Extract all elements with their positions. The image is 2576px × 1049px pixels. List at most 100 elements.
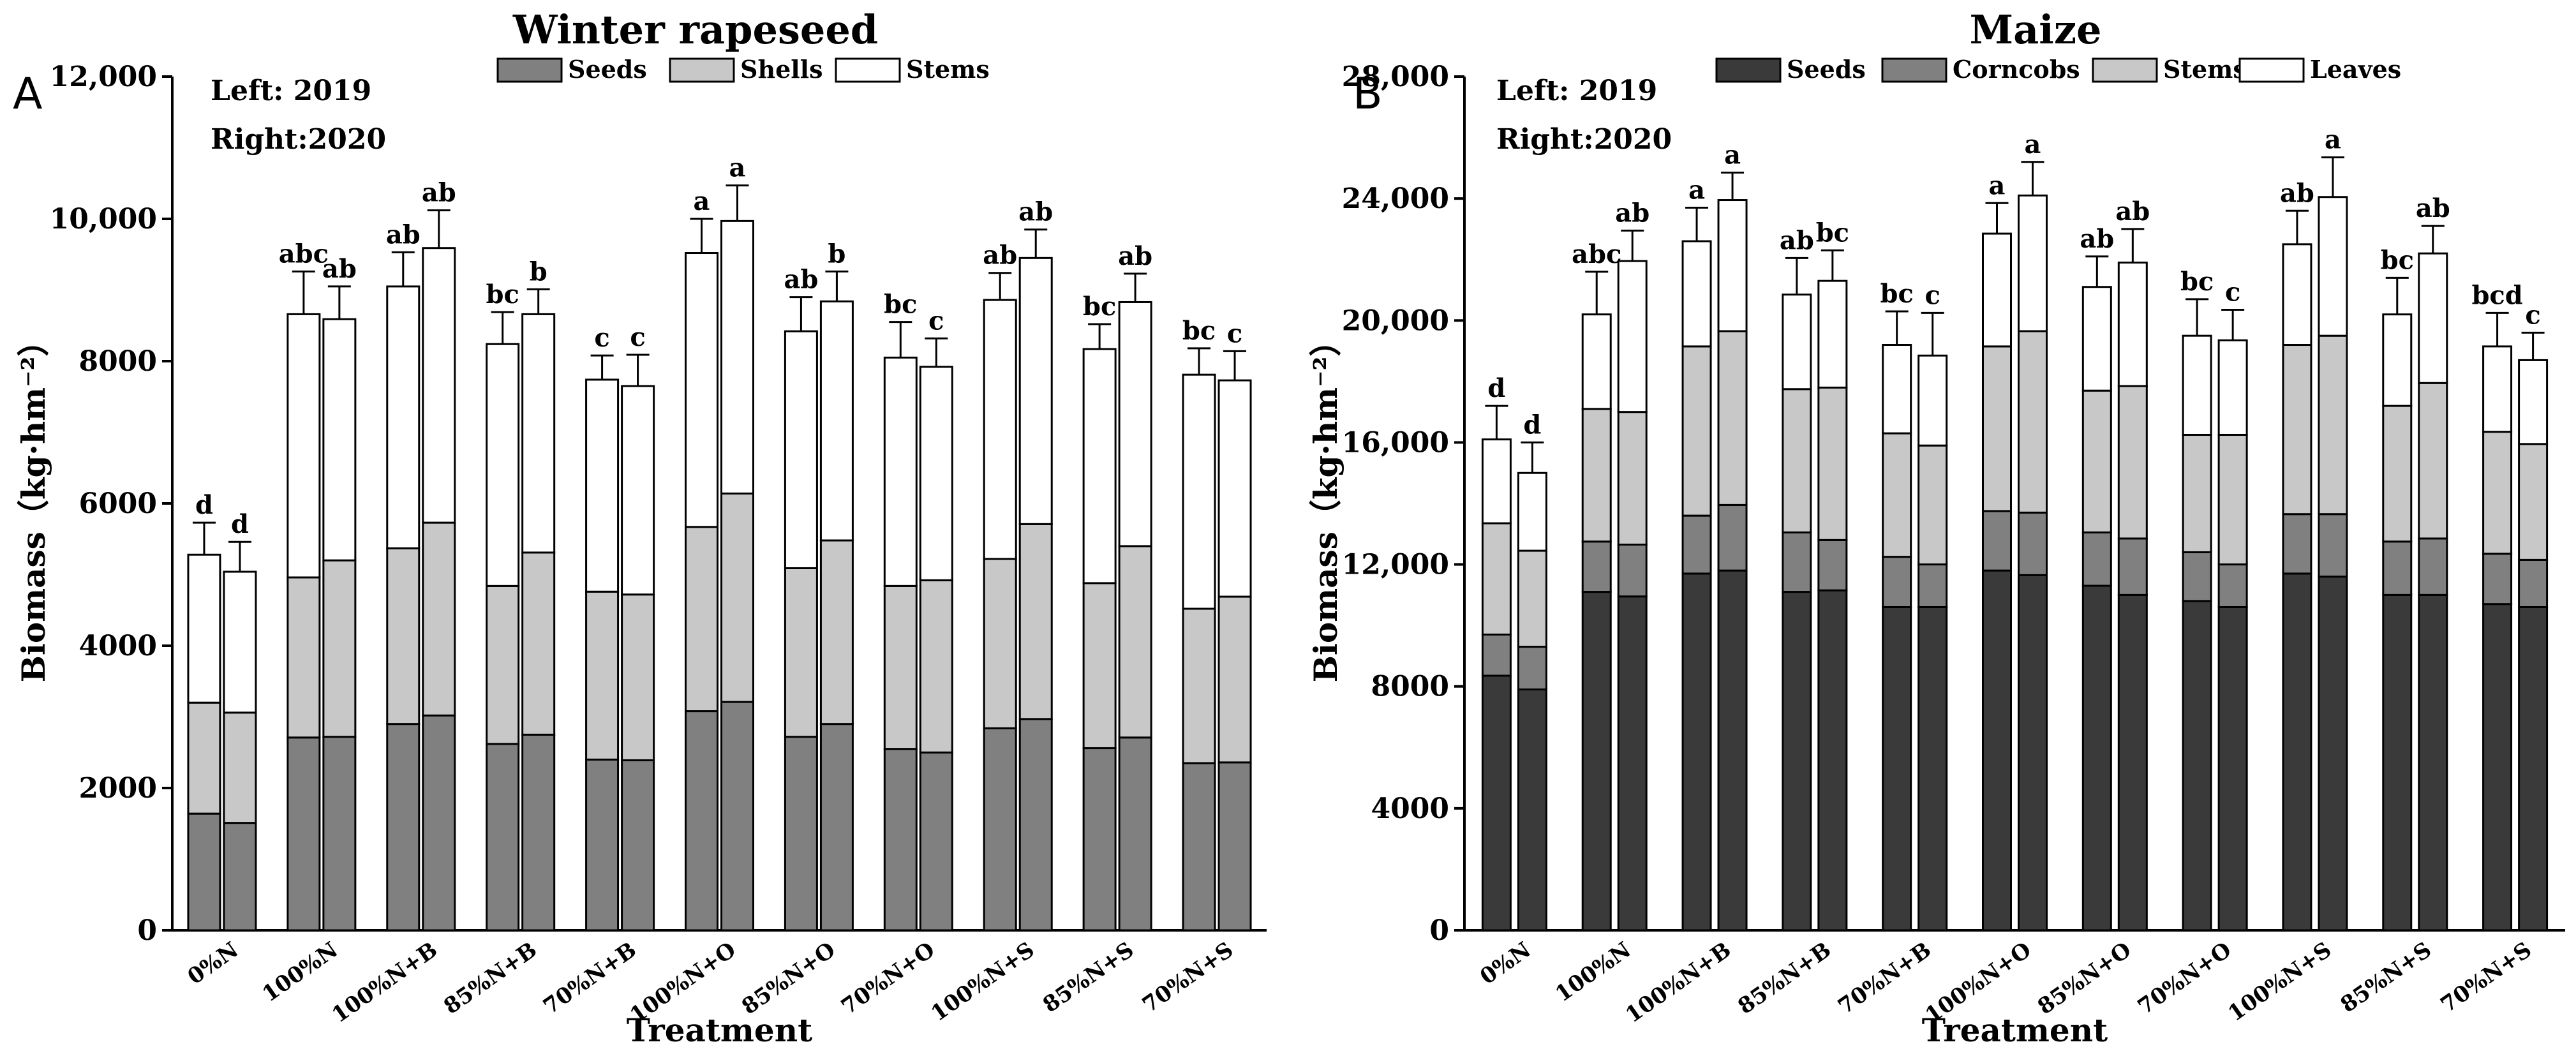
bar-seeds-2019 xyxy=(983,727,1017,932)
significance-label: bc xyxy=(1880,279,1914,309)
bar-leaves-2019 xyxy=(1882,344,1912,435)
bar-shells-2019 xyxy=(1182,607,1216,764)
x-tick-label: 85%N+S xyxy=(2336,937,2436,1018)
bar-shells-2019 xyxy=(1082,582,1117,750)
bar-seeds-2020 xyxy=(2518,606,2549,932)
bar-stems-2020 xyxy=(819,300,854,542)
significance-label: a xyxy=(1989,170,2006,200)
x-tick-label: 85%N+O xyxy=(2033,937,2136,1020)
bar-stems-2019 xyxy=(1182,373,1216,610)
x-tick-label: 70%N+S xyxy=(2436,937,2536,1018)
bar-stems-2020 xyxy=(422,247,456,524)
bar-seeds-2020 xyxy=(919,751,953,932)
bar-leaves-2020 xyxy=(2518,359,2549,445)
bar-stems-2020 xyxy=(2018,330,2048,514)
significance-label: a xyxy=(1688,175,1705,205)
bar-shells-2020 xyxy=(1018,523,1053,720)
bar-leaves-2020 xyxy=(1617,260,1648,413)
chart-title: Winter rapeseed xyxy=(512,6,878,53)
bar-stems-2020 xyxy=(2217,433,2248,566)
bar-stems-2019 xyxy=(187,553,221,704)
y-axis-label: Biomass（kg·hm⁻²） xyxy=(1307,325,1344,683)
bar-shells-2019 xyxy=(784,567,818,738)
bar-corncobs-2020 xyxy=(1717,503,1748,572)
bar-shells-2019 xyxy=(386,547,421,725)
bar-seeds-2019 xyxy=(486,743,520,932)
bar-stems-2020 xyxy=(621,385,655,596)
bar-leaves-2020 xyxy=(2418,252,2448,384)
year-note: Left: 2019 xyxy=(1496,75,1657,107)
bar-seeds-2020 xyxy=(223,822,257,932)
bar-shells-2020 xyxy=(521,551,556,736)
bar-corncobs-2020 xyxy=(2217,563,2248,608)
x-tick-label: 70%N+O xyxy=(837,937,939,1020)
bar-seeds-2020 xyxy=(1817,589,1848,932)
significance-label: a xyxy=(729,153,746,183)
y-tick-label: 28,000 xyxy=(1342,61,1449,93)
bar-leaves-2020 xyxy=(1817,279,1848,389)
bar-stems-2020 xyxy=(521,313,556,554)
bar-seeds-2019 xyxy=(1082,747,1117,932)
bar-seeds-2019 xyxy=(2081,584,2112,932)
significance-label: bc xyxy=(2180,267,2214,297)
bar-stems-2019 xyxy=(2282,344,2312,516)
bar-shells-2019 xyxy=(287,576,321,739)
x-tick-label: 85%N+S xyxy=(1038,937,1138,1018)
bar-seeds-2020 xyxy=(1617,595,1648,932)
bar-leaves-2019 xyxy=(1581,313,1612,410)
bar-seeds-2020 xyxy=(720,701,754,932)
significance-label: bc xyxy=(1816,218,1849,248)
bar-stems-2019 xyxy=(1782,388,1812,533)
x-tick-label: 100%N+S xyxy=(927,937,1039,1027)
legend-label-seeds: Seeds xyxy=(1787,55,1866,84)
significance-label: c xyxy=(1925,280,1940,310)
bar-seeds-2020 xyxy=(1018,718,1053,932)
significance-label: a xyxy=(694,186,710,216)
bar-seeds-2019 xyxy=(2482,603,2513,932)
bar-seeds-2020 xyxy=(1217,761,1252,932)
bar-leaves-2019 xyxy=(2182,334,2212,436)
bar-shells-2019 xyxy=(187,701,221,815)
bar-corncobs-2019 xyxy=(2182,551,2212,602)
y-tick-label: 2000 xyxy=(79,772,157,805)
bar-corncobs-2019 xyxy=(1581,540,1612,593)
year-note: Right:2020 xyxy=(211,123,386,156)
bar-stems-2019 xyxy=(1082,348,1117,584)
bar-stems-2019 xyxy=(784,330,818,569)
bar-seeds-2019 xyxy=(1581,591,1612,932)
bar-stems-2020 xyxy=(1917,444,1948,566)
bar-seeds-2020 xyxy=(1917,606,1948,932)
bar-stems-2020 xyxy=(919,366,953,581)
significance-label: a xyxy=(2325,125,2341,155)
significance-label: c xyxy=(2525,300,2540,330)
significance-label: ab xyxy=(1118,241,1152,271)
bar-seeds-2019 xyxy=(1481,674,1512,932)
bar-stems-2020 xyxy=(1118,301,1152,547)
bar-shells-2020 xyxy=(422,521,456,717)
y-tick-label: 12,000 xyxy=(1342,549,1449,581)
bar-corncobs-2020 xyxy=(1617,544,1648,598)
bar-seeds-2020 xyxy=(2117,593,2148,932)
bar-leaves-2019 xyxy=(1982,232,2012,348)
bar-corncobs-2019 xyxy=(1882,556,1912,608)
significance-label: d xyxy=(231,509,249,539)
x-tick-label: 85%N+B xyxy=(1734,937,1836,1020)
bar-shells-2020 xyxy=(223,711,257,824)
significance-label: bc xyxy=(1083,292,1116,322)
significance-label: abc xyxy=(279,239,329,269)
bar-shells-2020 xyxy=(621,593,655,762)
significance-label: ab xyxy=(1018,197,1053,227)
bar-corncobs-2019 xyxy=(1982,510,2012,572)
significance-label: b xyxy=(828,239,845,269)
x-tick-label: 0%N xyxy=(183,937,243,990)
bar-seeds-2020 xyxy=(1118,736,1152,932)
significance-label: bc xyxy=(1182,316,1216,346)
bar-corncobs-2020 xyxy=(2518,558,2549,608)
legend-label-shells: Shells xyxy=(740,55,823,84)
x-tick-label: 100%N xyxy=(1551,937,1635,1008)
y-tick-label: 24,000 xyxy=(1342,182,1449,215)
bar-stems-2019 xyxy=(983,299,1017,560)
bar-shells-2020 xyxy=(720,492,754,703)
y-tick-label: 20,000 xyxy=(1342,304,1449,337)
legend-swatch-leaves xyxy=(2238,57,2305,83)
